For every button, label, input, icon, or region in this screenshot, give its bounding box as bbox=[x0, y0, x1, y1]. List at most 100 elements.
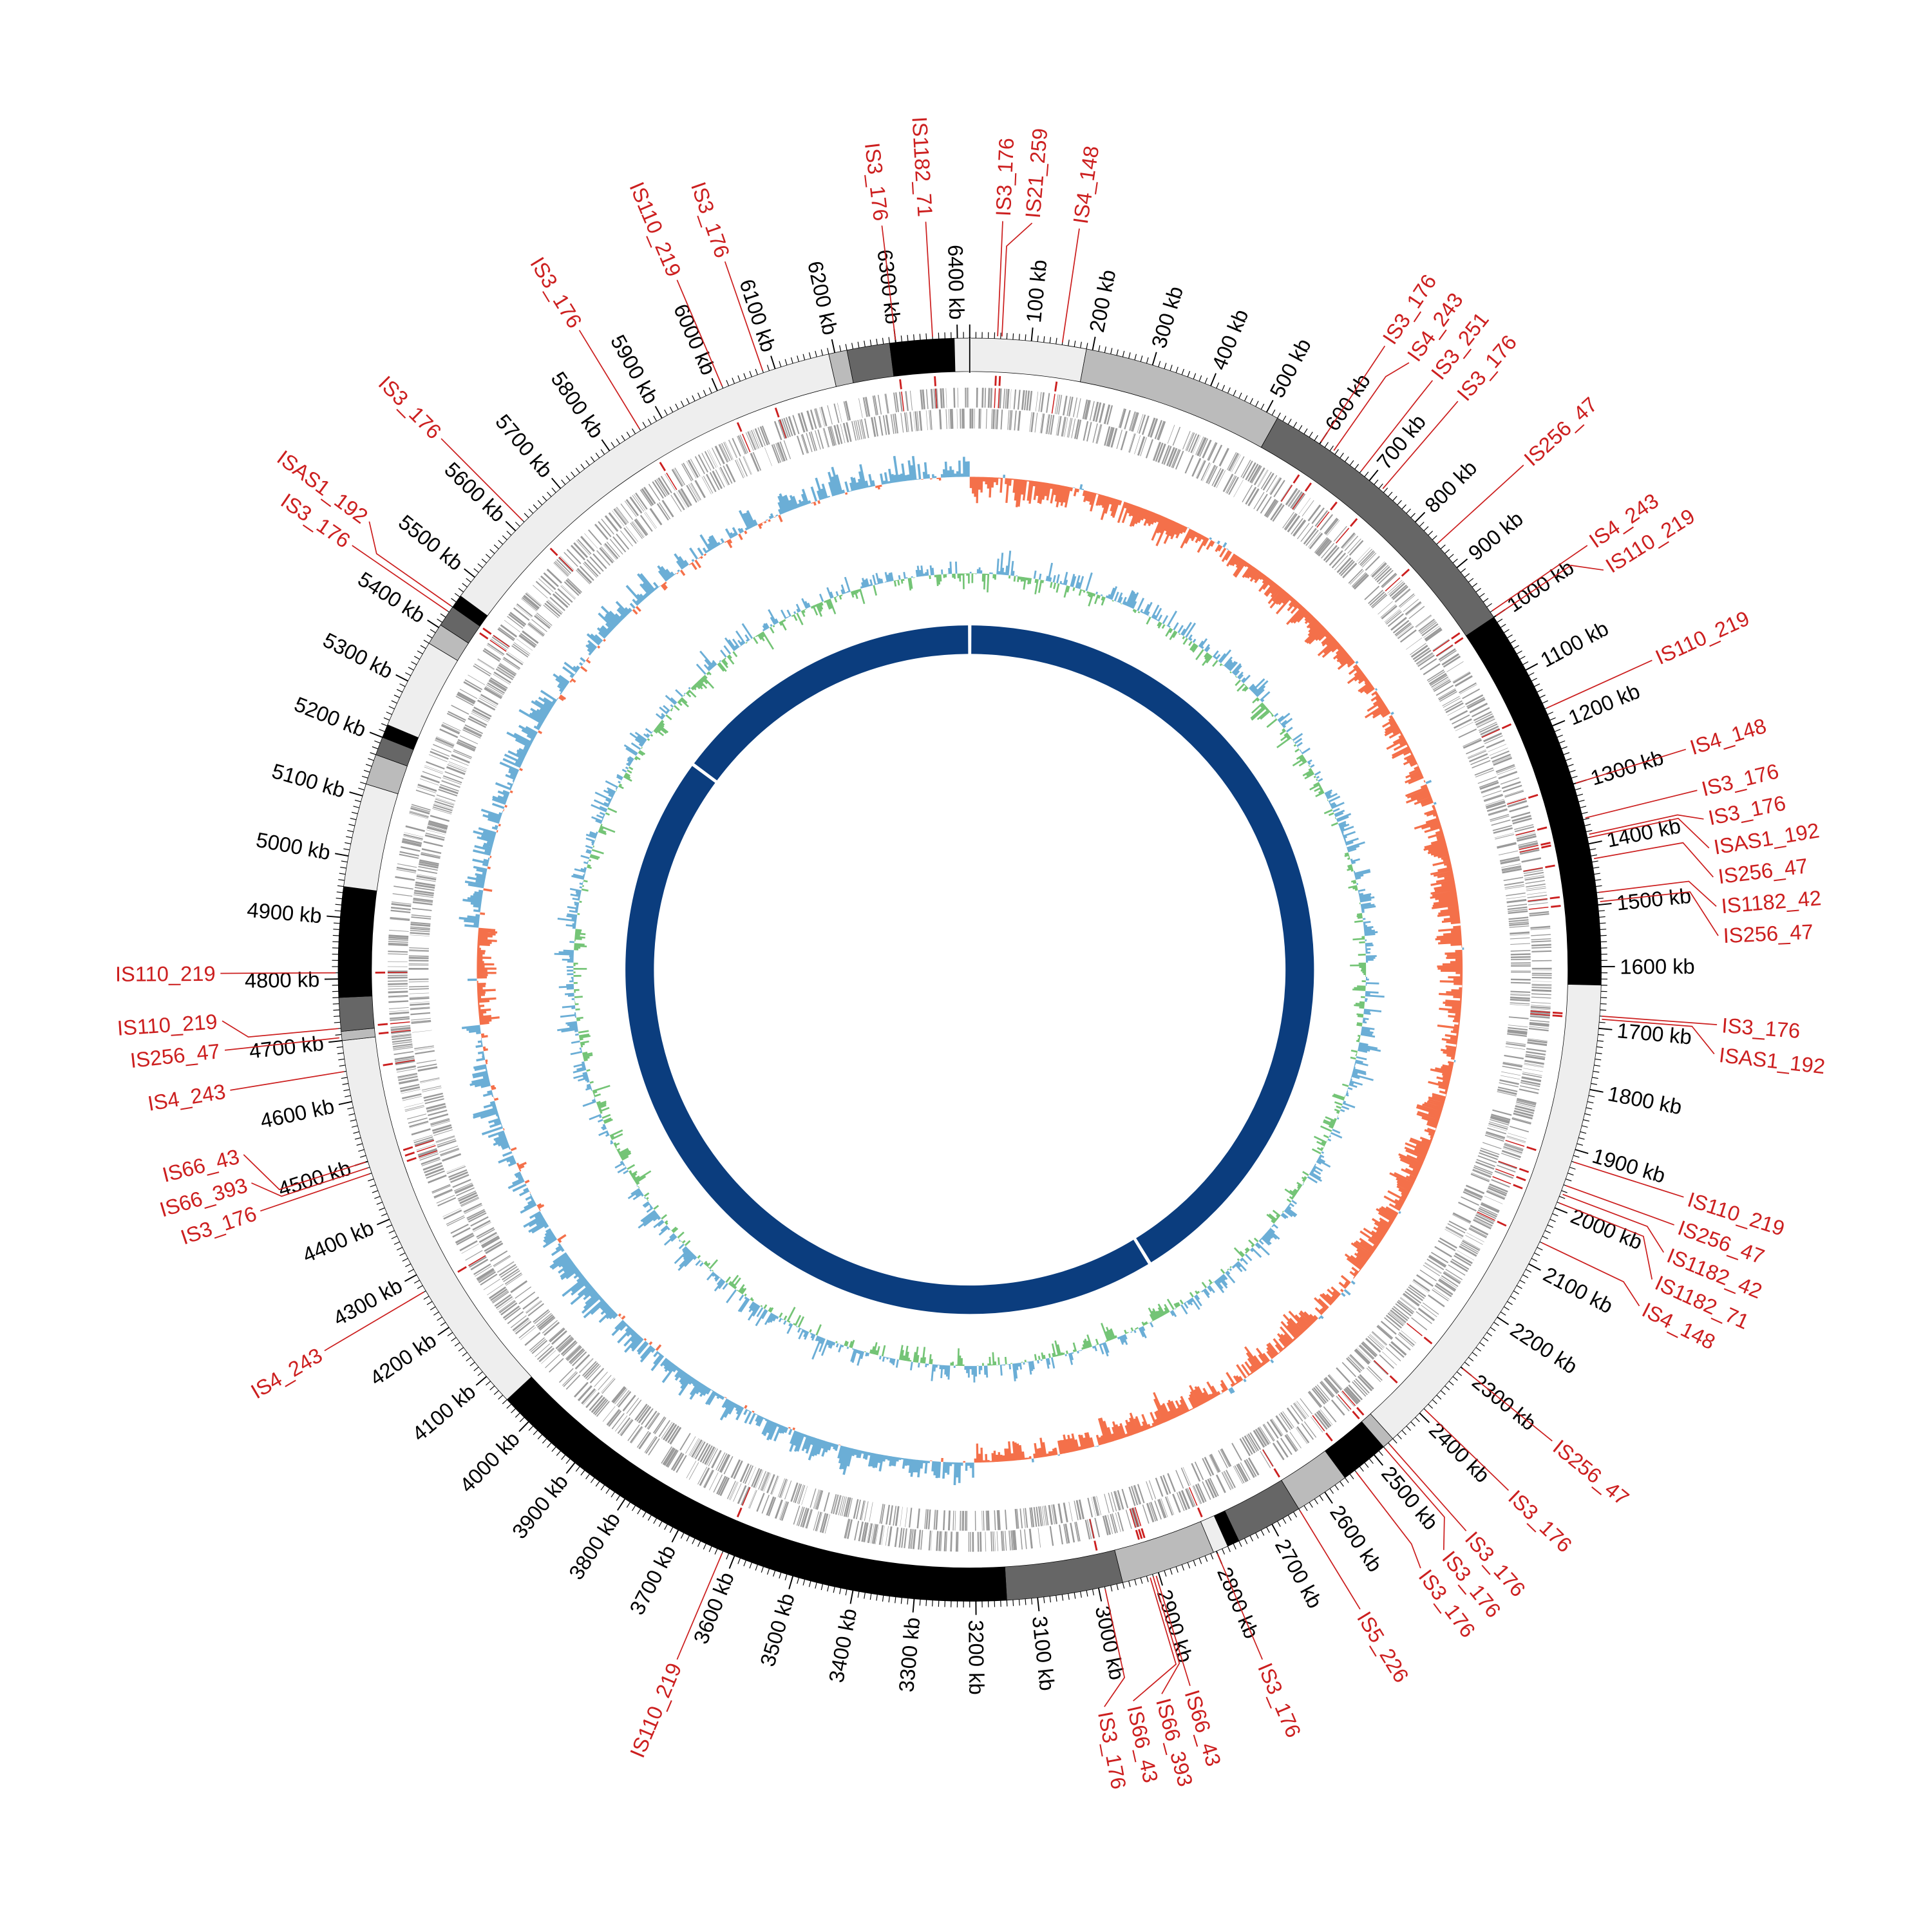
minor-tick bbox=[489, 549, 495, 554]
is-label-connector bbox=[251, 1167, 368, 1197]
minor-tick bbox=[565, 1458, 571, 1464]
tick-label: 800 kb bbox=[1420, 455, 1481, 517]
is-element-gene-mark bbox=[1435, 644, 1454, 657]
minor-tick bbox=[580, 464, 585, 469]
is-element-gene-mark bbox=[901, 392, 905, 412]
inner-ring bbox=[625, 625, 1314, 1314]
minor-tick bbox=[737, 1558, 741, 1564]
minor-tick bbox=[542, 496, 547, 501]
minor-tick bbox=[1522, 1274, 1529, 1278]
minor-tick bbox=[1227, 1546, 1231, 1552]
minor-tick bbox=[1086, 343, 1088, 350]
minor-tick bbox=[815, 350, 817, 357]
minor-tick bbox=[925, 333, 927, 340]
minor-tick bbox=[1448, 1381, 1454, 1386]
is-element-label: IS256_47 bbox=[129, 1039, 221, 1072]
is-element-gene-mark bbox=[489, 639, 507, 652]
minor-tick bbox=[1193, 1560, 1197, 1567]
major-tick bbox=[349, 791, 363, 797]
minor-tick bbox=[515, 522, 520, 527]
ideogram-ring bbox=[337, 337, 1602, 1602]
is-element-gene-mark bbox=[779, 419, 787, 439]
minor-tick bbox=[466, 1357, 471, 1361]
is-label-connector bbox=[1001, 222, 1033, 337]
is-element-gene-mark bbox=[1495, 1168, 1515, 1177]
minor-tick bbox=[1503, 1306, 1510, 1311]
gc-skew-negative bbox=[477, 477, 1463, 1463]
tick-label: 6100 kb bbox=[735, 276, 781, 355]
major-tick bbox=[1589, 1088, 1604, 1093]
minor-tick bbox=[1440, 544, 1446, 549]
inner-ring-segment bbox=[625, 766, 1148, 1314]
is-element-mark bbox=[1451, 632, 1461, 640]
minor-tick bbox=[537, 1434, 543, 1439]
minor-tick bbox=[1519, 656, 1526, 660]
minor-tick bbox=[1554, 728, 1561, 732]
minor-tick bbox=[1181, 1564, 1184, 1571]
is-element-mark bbox=[479, 632, 489, 640]
minor-tick bbox=[551, 1446, 556, 1452]
minor-tick bbox=[1513, 1290, 1519, 1294]
major-tick bbox=[912, 1598, 915, 1613]
minor-tick bbox=[1561, 746, 1567, 750]
is-element-gene-mark bbox=[1312, 1415, 1325, 1432]
minor-tick bbox=[379, 728, 385, 732]
minor-tick bbox=[1552, 1213, 1558, 1217]
minor-tick bbox=[1428, 1403, 1434, 1409]
minor-tick bbox=[477, 563, 483, 568]
minor-tick bbox=[571, 471, 576, 477]
minor-tick bbox=[1074, 1592, 1076, 1599]
minor-tick bbox=[1595, 1052, 1602, 1054]
minor-tick bbox=[743, 373, 746, 379]
minor-tick bbox=[845, 1589, 848, 1596]
minor-tick bbox=[399, 683, 406, 687]
tick-label: 4000 kb bbox=[455, 1426, 524, 1497]
minor-tick bbox=[732, 377, 735, 384]
minor-tick bbox=[1354, 464, 1359, 469]
tick-label: 3900 kb bbox=[507, 1470, 573, 1543]
minor-tick bbox=[433, 1311, 439, 1316]
minor-tick bbox=[1122, 350, 1125, 357]
minor-tick bbox=[1593, 1070, 1600, 1073]
minor-tick bbox=[1068, 1593, 1070, 1600]
is-element-gene-mark bbox=[558, 556, 574, 572]
is-element-mark bbox=[1501, 723, 1512, 730]
tick-label: 1100 kb bbox=[1537, 616, 1613, 672]
minor-tick bbox=[1110, 348, 1113, 354]
is-label-connector bbox=[1589, 817, 1710, 849]
minor-tick bbox=[413, 656, 420, 660]
is-label-connector bbox=[1361, 380, 1434, 471]
minor-tick bbox=[547, 491, 552, 497]
minor-tick bbox=[1098, 345, 1101, 352]
minor-tick bbox=[1043, 1596, 1045, 1604]
tick-label: 5400 kb bbox=[354, 567, 430, 627]
minor-tick bbox=[1187, 1562, 1191, 1569]
is-element-gene-mark bbox=[1477, 1211, 1495, 1221]
minor-tick bbox=[551, 488, 556, 493]
minor-tick bbox=[1464, 573, 1470, 578]
is-label-connector bbox=[1566, 1185, 1674, 1226]
minor-tick bbox=[388, 1230, 395, 1234]
minor-tick bbox=[335, 1034, 342, 1036]
minor-tick bbox=[379, 1208, 385, 1211]
minor-tick bbox=[900, 336, 902, 342]
tick-label: 4800 kb bbox=[245, 967, 320, 992]
minor-tick bbox=[857, 341, 860, 348]
minor-tick bbox=[1068, 339, 1070, 346]
gene-track bbox=[387, 387, 1552, 1552]
is-element-gene-mark bbox=[1335, 527, 1350, 544]
minor-tick bbox=[1592, 860, 1598, 863]
minor-tick bbox=[423, 639, 430, 644]
minor-tick bbox=[580, 1470, 585, 1476]
tick-label: 4300 kb bbox=[329, 1273, 406, 1331]
ideogram-band bbox=[387, 643, 459, 738]
minor-tick bbox=[351, 811, 358, 815]
is-element-label: IS256_47 bbox=[1717, 853, 1809, 888]
inner-ring-segment bbox=[694, 625, 969, 781]
minor-tick bbox=[820, 349, 824, 356]
minor-tick bbox=[1198, 375, 1202, 382]
tick-label: 3200 kb bbox=[964, 1620, 989, 1695]
minor-tick bbox=[1249, 1535, 1253, 1542]
is-element-mark bbox=[1423, 1336, 1433, 1345]
minor-tick bbox=[1500, 623, 1506, 628]
